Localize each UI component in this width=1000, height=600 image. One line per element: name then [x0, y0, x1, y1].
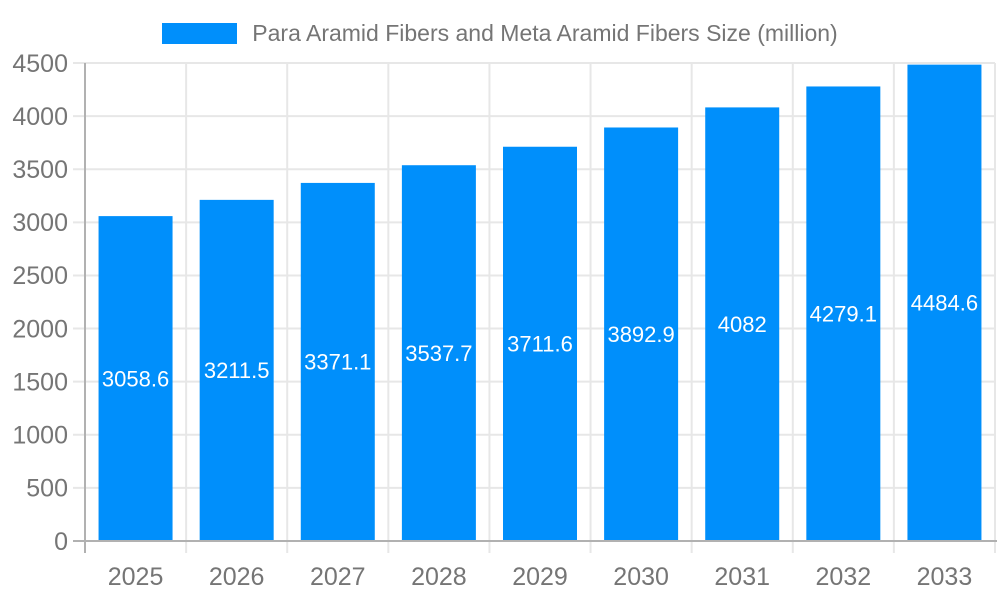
- bar-2030[interactable]: [604, 127, 679, 541]
- x-axis-tick-label: 2032: [816, 563, 872, 591]
- legend-label: Para Aramid Fibers and Meta Aramid Fiber…: [252, 20, 838, 46]
- y-axis-tick-label: 4000: [12, 103, 68, 131]
- bar-value-label: 4484.6: [911, 291, 978, 316]
- bar-2028[interactable]: [401, 165, 476, 541]
- bar-series: [98, 64, 982, 542]
- bar-value-label: 3371.1: [304, 350, 371, 375]
- bar-value-label: 3058.6: [102, 366, 169, 391]
- y-axis-tick-label: 3500: [12, 156, 68, 184]
- legend-swatch: [162, 22, 238, 44]
- bar-2031[interactable]: [705, 107, 780, 542]
- y-axis-tick-label: 1500: [12, 368, 68, 396]
- bar-value-label: 3537.7: [405, 341, 472, 366]
- y-axis-tick-label: 2000: [12, 315, 68, 343]
- y-axis-tick-label: 3000: [12, 209, 68, 237]
- bar-2025[interactable]: [98, 216, 173, 541]
- x-axis-tick-label: 2029: [512, 563, 568, 591]
- bar-2027[interactable]: [300, 182, 375, 542]
- x-axis-tick-label: 2025: [108, 563, 164, 591]
- bar-2032[interactable]: [806, 86, 881, 542]
- x-axis-tick-label: 2028: [411, 563, 467, 591]
- bar-value-label: 3211.5: [204, 358, 270, 383]
- y-axis-tick-label: 1000: [12, 422, 68, 450]
- legend[interactable]: Para Aramid Fibers and Meta Aramid Fiber…: [0, 21, 1000, 45]
- bar-value-label: 3892.9: [607, 322, 674, 347]
- bar-value-label: 4082: [718, 312, 767, 337]
- x-axis-tick-label: 2030: [613, 563, 669, 591]
- y-axis-tick-label: 2500: [12, 262, 68, 290]
- y-axis-tick-label: 500: [26, 475, 68, 503]
- bar-2026[interactable]: [199, 199, 274, 541]
- bar-value-labels: 3058.6 3211.5 3371.1 3537.7 3711.6 3892.9 4082…: [102, 291, 978, 392]
- x-axis-tick-labels: 2025 2026 2027 2028 2029 2030 2031 2032 2033: [108, 563, 973, 591]
- y-axis-tick-labels: 0 500 1000 1500 2000 2500 3000 3500 4000 4500: [12, 50, 68, 556]
- bar-2029[interactable]: [503, 146, 577, 541]
- bar-value-label: 4279.1: [810, 301, 877, 326]
- x-axis-tick-label: 2026: [209, 563, 265, 591]
- x-axis-tick-label: 2033: [917, 563, 973, 591]
- bar-value-label: 3711.6: [507, 332, 573, 357]
- y-axis-tick-label: 4500: [12, 50, 68, 78]
- y-axis-tick-label: 0: [54, 528, 68, 556]
- bar-2033[interactable]: [907, 64, 982, 542]
- axis-lines: [73, 63, 997, 553]
- x-axis-tick-label: 2031: [714, 563, 770, 591]
- x-axis-tick-label: 2027: [310, 563, 366, 591]
